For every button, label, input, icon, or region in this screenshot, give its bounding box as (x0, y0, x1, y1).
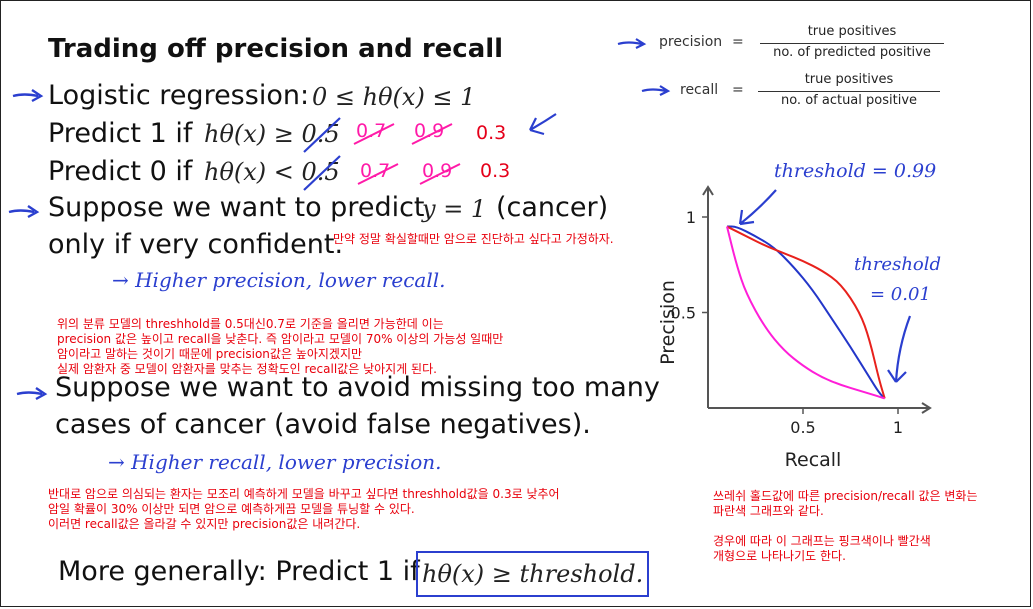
strike-05-zero-icon (303, 155, 341, 191)
precision-label: precision (659, 34, 723, 50)
predict-zero-text: Predict 0 if (48, 156, 193, 187)
handwriting-higher-precision: → Higher precision, lower recall. (112, 268, 446, 292)
strike-09-one-icon (411, 123, 453, 145)
arrow-suppose-two-icon (16, 387, 48, 401)
suppose-one-text-a: Suppose we want to predict (48, 192, 425, 223)
logistic-regression-math: 0 ≤ hθ(x) ≤ 1 (312, 83, 476, 111)
precision-denominator: no. of predicted positive (773, 45, 931, 60)
y-tick-label: 0.5 (671, 304, 696, 323)
note-threshold-07-line2: precision 값은 높이고 recall을 낮춘다. 즉 암이라고 모델이… (57, 332, 504, 346)
note-graph-line3: 경우에 따라 이 그래프는 핑크색이나 빨간색 (713, 534, 931, 548)
series-line-2 (726, 226, 886, 400)
alt-threshold-03-zero: 0.3 (480, 160, 511, 182)
suppose-two-text-b: cases of cancer (avoid false negatives). (55, 409, 591, 440)
annotation-threshold-low-1: threshold (854, 254, 942, 275)
alt-threshold-09-one: 0.9 (414, 120, 445, 142)
annotation-threshold-low-2: = 0.01 (870, 284, 931, 305)
note-threshold-07-line4: 실제 암환자 중 모델이 암환자를 맞추는 정확도인 recall값은 낮아지게… (57, 362, 437, 376)
predict-zero-math: hθ(x) < 0.5 (204, 158, 340, 186)
note-graph-line2: 파란색 그래프와 같다. (713, 504, 824, 518)
y-tick-label: 1 (686, 208, 696, 227)
recall-numerator: true positives (804, 72, 894, 87)
series-line-1 (726, 225, 886, 399)
suppose-one-math: y = 1 (422, 195, 487, 223)
precision-fraction-line (760, 43, 944, 44)
slide-title: Trading off precision and recall (48, 34, 504, 64)
note-confident: 만약 정말 확실할때만 암으로 진단하고 싶다고 가정하자. (333, 232, 614, 246)
strike-09-zero-icon (419, 163, 461, 185)
strike-05-one-icon (303, 117, 341, 153)
y-axis-arrowhead (702, 185, 714, 196)
note-graph-line4: 개형으로 나타나기도 한다. (713, 549, 846, 563)
note-threshold-03-line3: 이러면 recall값은 올라갈 수 있지만 precision값은 내려간다. (48, 517, 361, 531)
note-threshold-03-line1: 반대로 암으로 의심되는 환자는 모조리 예측하게 모델을 바꾸고 싶다면 th… (48, 487, 560, 501)
arrow-pointing-03-icon (529, 113, 557, 136)
arrow-recall-icon (641, 85, 671, 96)
alt-threshold-07-zero: 0.7 (360, 160, 391, 182)
precision-numerator: true positives (807, 24, 897, 39)
x-tick-label: 0.5 (790, 418, 815, 437)
annotation-threshold-099: threshold = 0.99 (774, 160, 937, 182)
predict-one-math: hθ(x) ≥ 0.5 (204, 120, 340, 148)
alt-threshold-07-one: 0.7 (356, 120, 387, 142)
arrow-suppose-one-icon (8, 205, 40, 219)
arrow-threshold-low-icon (887, 315, 912, 383)
suppose-two-text-a: Suppose we want to avoid missing too man… (55, 372, 660, 403)
x-axis-arrowhead (921, 402, 932, 414)
arrow-precision-icon (617, 38, 647, 49)
suppose-one-text-c: only if very confident. (48, 229, 344, 260)
precision-recall-chart: 0.5 1 0.5 1 Recall Precision (657, 185, 932, 471)
recall-fraction-line (758, 91, 940, 92)
note-threshold-07-line3: 암이라고 말하는 것이기 때문에 precision값은 높아지겠지만 (57, 347, 363, 361)
recall-label: recall (680, 82, 719, 98)
y-axis-label: Precision (657, 280, 679, 365)
note-graph-line1: 쓰레쉬 홀드값에 따른 precision/recall 값은 변화는 (713, 489, 978, 503)
recall-equals: = (732, 82, 744, 98)
handwriting-higher-recall: → Higher recall, lower precision. (108, 450, 442, 474)
precision-equals: = (732, 34, 744, 50)
series-line-0 (727, 225, 886, 400)
arrow-threshold-high-icon (738, 189, 777, 226)
strike-07-zero-icon (357, 163, 399, 185)
arrow-logistic-icon (12, 89, 44, 103)
strike-07-one-icon (353, 123, 395, 145)
recall-denominator: no. of actual positive (780, 93, 918, 108)
alt-threshold-03-one: 0.3 (476, 122, 507, 144)
more-generally-text: More generally: Predict 1 if (58, 556, 420, 587)
x-tick-label: 1 (893, 418, 903, 437)
x-axis-label: Recall (785, 449, 842, 471)
logistic-regression-text: Logistic regression: (48, 80, 310, 111)
note-threshold-07-line1: 위의 분류 모델의 threshhold를 0.5대신0.7로 기준을 올리면 … (57, 317, 444, 331)
predict-one-text: Predict 1 if (48, 118, 193, 149)
threshold-boxed-math: hθ(x) ≥ threshold. (416, 551, 650, 597)
note-threshold-03-line2: 암일 확률이 30% 이상만 되면 암으로 예측하게끔 모델을 튜닝할 수 있다… (48, 502, 415, 516)
suppose-one-text-b: (cancer) (496, 192, 609, 223)
alt-threshold-09-zero: 0.9 (422, 160, 453, 182)
